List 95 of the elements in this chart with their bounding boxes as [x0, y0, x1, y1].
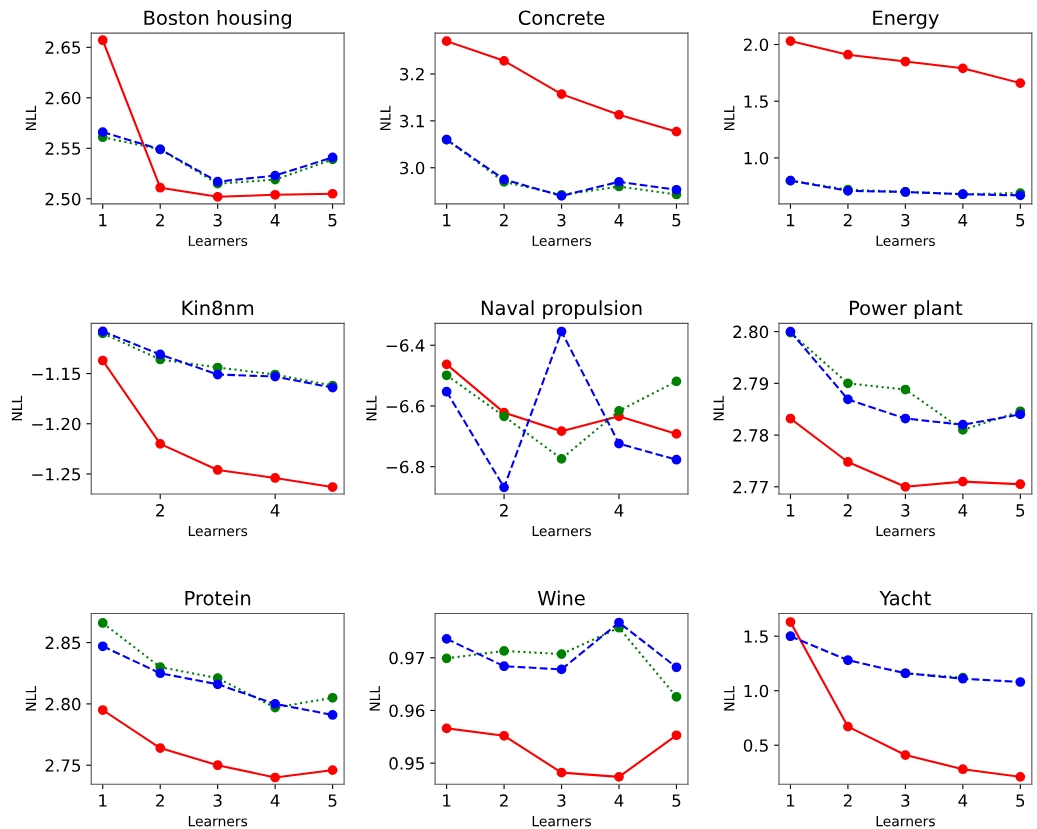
y-tick-label: 2.55 [45, 142, 81, 155]
x-tick-label: 2 [499, 213, 508, 227]
y-tick-label: 3.2 [400, 67, 424, 81]
x-tick-label: 2 [843, 504, 852, 517]
y-tick-label: 1.5 [744, 95, 768, 108]
x-tick-label: 1 [787, 214, 795, 227]
y-tick-label: −1.25 [32, 467, 81, 481]
y-tick-label: 0.95 [389, 757, 424, 770]
x-tick-label: 2 [499, 794, 508, 807]
chart-title: Yacht [879, 590, 931, 606]
x-tick-label: 4 [614, 504, 624, 517]
chart-title: Energy [873, 10, 939, 29]
x-tick-label: 4 [614, 794, 624, 807]
x-tick-label: 5 [1016, 214, 1025, 227]
x-tick-label: 3 [213, 794, 222, 807]
y-tick-label: 1.0 [744, 151, 769, 165]
x-tick-label: 5 [672, 794, 681, 807]
y-axis-title: NLL [713, 395, 724, 421]
chart-title: Wine [537, 590, 585, 606]
y-tick-label: −1.20 [32, 417, 81, 431]
x-tick-label: 2 [156, 213, 164, 227]
x-tick-label: 3 [901, 794, 910, 807]
y-axis-title: NLL [366, 395, 377, 421]
x-axis-title: Learners [532, 235, 592, 247]
y-tick-label: 2.60 [45, 91, 81, 105]
x-tick-label: 1 [99, 794, 107, 807]
y-tick-label: 2.0 [743, 38, 769, 52]
y-tick-label: −6.4 [386, 339, 425, 352]
x-tick-label: 1 [99, 214, 107, 227]
x-axis-title: Learners [876, 235, 935, 247]
x-axis-title: Learners [532, 816, 592, 827]
x-tick-label: 2 [156, 794, 164, 807]
x-tick-label: 3 [901, 504, 910, 517]
x-tick-label: 3 [901, 213, 910, 227]
x-tick-label: 1 [787, 504, 795, 517]
y-tick-label: 0.96 [389, 704, 425, 718]
x-tick-label: 5 [672, 214, 681, 227]
x-axis-title: Learners [876, 525, 935, 537]
x-tick-label: 2 [843, 213, 852, 227]
y-tick-label: −1.15 [32, 367, 81, 381]
x-tick-label: 1 [443, 214, 451, 227]
x-tick-label: 4 [958, 214, 968, 227]
y-tick-label: 0.97 [389, 651, 424, 665]
x-tick-label: 2 [843, 794, 852, 807]
y-axis-title: NLL [380, 105, 391, 131]
y-axis-title: NLL [724, 105, 735, 131]
x-tick-label: 4 [958, 794, 968, 807]
x-tick-label: 5 [1016, 504, 1025, 517]
x-tick-label: 5 [1016, 794, 1025, 807]
y-axis-title: NLL [724, 686, 735, 711]
x-axis-title: Learners [532, 525, 592, 537]
chart-title: Protein [185, 590, 251, 606]
x-tick-label: 1 [787, 794, 795, 807]
y-axis-title: NLL [369, 686, 380, 711]
x-tick-label: 4 [958, 504, 968, 517]
x-axis-title: Learners [876, 816, 935, 827]
x-tick-label: 5 [328, 214, 337, 227]
y-tick-label: 2.80 [45, 697, 81, 711]
x-tick-label: 2 [499, 504, 508, 517]
chart-title: Boston housing [144, 10, 291, 29]
y-tick-label: 2.78 [733, 429, 769, 442]
y-tick-label: 2.85 [45, 636, 81, 650]
x-tick-label: 4 [270, 214, 280, 227]
y-axis-title: NLL [25, 105, 36, 131]
y-axis-title: NLL [11, 395, 23, 421]
x-tick-label: 4 [270, 794, 280, 807]
x-tick-label: 1 [443, 794, 451, 807]
x-tick-label: 3 [557, 794, 566, 807]
x-axis-title: Learners [188, 525, 248, 537]
chart-title: Kin8nm [182, 300, 254, 316]
y-tick-label: −6.6 [386, 399, 425, 413]
x-tick-label: 4 [270, 504, 280, 517]
y-tick-label: 1.5 [744, 630, 768, 643]
y-tick-label: 3.0 [400, 161, 425, 175]
chart-title: Power plant [850, 300, 963, 320]
y-axis-title: NLL [25, 686, 36, 711]
x-tick-label: 4 [614, 214, 624, 227]
y-tick-label: 3.1 [400, 114, 424, 128]
y-tick-label: 2.80 [733, 325, 769, 339]
x-axis-title: Learners [188, 816, 248, 827]
y-tick-label: 2.77 [733, 480, 768, 494]
y-tick-label: 2.79 [733, 377, 769, 390]
x-tick-label: 3 [213, 213, 222, 227]
x-tick-label: 3 [557, 213, 566, 227]
x-axis-title: Learners [188, 235, 248, 247]
y-tick-label: 2.65 [45, 41, 81, 54]
x-tick-label: 5 [328, 794, 337, 807]
chart-title: Concrete [518, 10, 605, 26]
x-tick-label: 2 [156, 504, 164, 517]
y-tick-label: 1.0 [744, 684, 769, 698]
chart-title: Naval propulsion [481, 300, 642, 320]
y-tick-label: −6.8 [386, 460, 425, 474]
y-tick-label: 2.50 [45, 192, 81, 206]
y-tick-label: 2.75 [45, 759, 81, 772]
y-tick-label: 0.5 [743, 739, 768, 752]
